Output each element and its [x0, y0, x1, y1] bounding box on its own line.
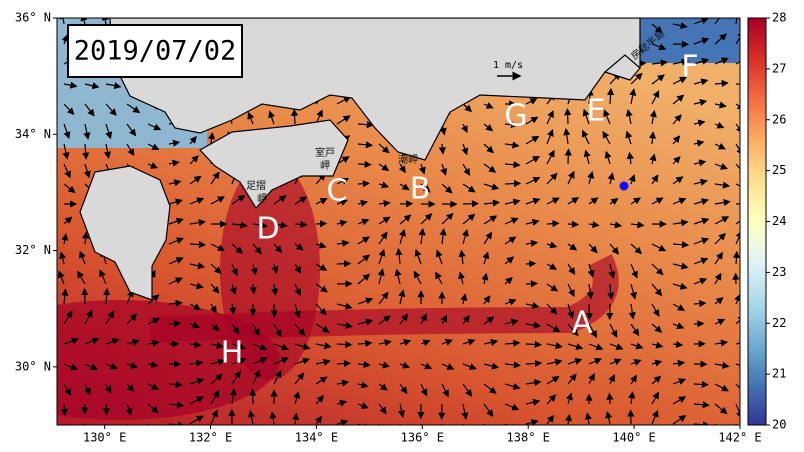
- date-label: 2019/07/02: [74, 36, 237, 67]
- vector: [337, 263, 350, 264]
- vector: [694, 384, 708, 385]
- colorbar-tick-label: 21: [772, 367, 786, 381]
- vector: [316, 223, 326, 224]
- colorbar-tick-label: 22: [772, 316, 786, 330]
- vector: [694, 323, 703, 324]
- place-label: 岬: [320, 160, 330, 172]
- vector: [337, 344, 351, 345]
- region-letter: G: [504, 99, 527, 134]
- colorbar-tick-label: 25: [772, 163, 786, 177]
- vector: [253, 284, 254, 293]
- region-letter: C: [327, 174, 348, 209]
- vector: [337, 363, 350, 364]
- region-letter: E: [587, 94, 606, 129]
- colorbar-tick-label: 20: [772, 418, 786, 432]
- x-tick-label: 134° E: [295, 431, 338, 445]
- x-tick-label: 140° E: [612, 431, 655, 445]
- vector: [252, 390, 253, 404]
- vector: [106, 404, 107, 414]
- vector: [484, 424, 491, 436]
- colorbar-tick-label: 27: [772, 61, 786, 75]
- y-tick-label: 30° N: [15, 359, 51, 373]
- x-tick-label: 138° E: [507, 431, 550, 445]
- x-tick-label: 142° E: [718, 431, 761, 445]
- vector: [463, 424, 464, 439]
- vector: [526, 263, 535, 264]
- vector: [358, 183, 369, 184]
- y-tick-label: 32° N: [15, 243, 51, 257]
- vector: [169, 323, 180, 324]
- place-label: 足摺: [246, 179, 266, 192]
- vector: [547, 223, 558, 224]
- colorbar-tick-label: 24: [772, 214, 786, 228]
- region-letter: H: [221, 336, 244, 371]
- place-label: 室戸: [315, 146, 335, 159]
- scale-label: 1 m/s: [493, 60, 523, 71]
- vector: [294, 110, 295, 124]
- station-dot: [620, 182, 629, 191]
- x-tick-label: 130° E: [83, 431, 126, 445]
- vector: [127, 424, 130, 437]
- y-tick-label: 34° N: [15, 127, 51, 141]
- y-tick-label: 36° N: [15, 11, 51, 25]
- colorbar-tick-label: 23: [772, 265, 786, 279]
- vector: [526, 283, 537, 284]
- colorbar: [748, 18, 766, 425]
- region-letter: A: [572, 306, 593, 341]
- vector: [567, 109, 568, 124]
- place-label: 岬: [257, 193, 267, 205]
- place-label: 潮岬: [398, 153, 418, 166]
- vector: [568, 224, 578, 225]
- vector: [526, 344, 541, 345]
- vector: [505, 183, 520, 184]
- colorbar-tick-label: 28: [772, 11, 786, 25]
- vector: [379, 424, 386, 435]
- x-tick-label: 132° E: [189, 431, 232, 445]
- colorbar-tick-label: 26: [772, 112, 786, 126]
- region-letter: F: [681, 50, 698, 85]
- vector: [148, 424, 158, 434]
- region-letter: D: [256, 212, 279, 247]
- region-letter: B: [410, 172, 431, 207]
- x-tick-label: 136° E: [401, 431, 444, 445]
- vector: [358, 164, 371, 165]
